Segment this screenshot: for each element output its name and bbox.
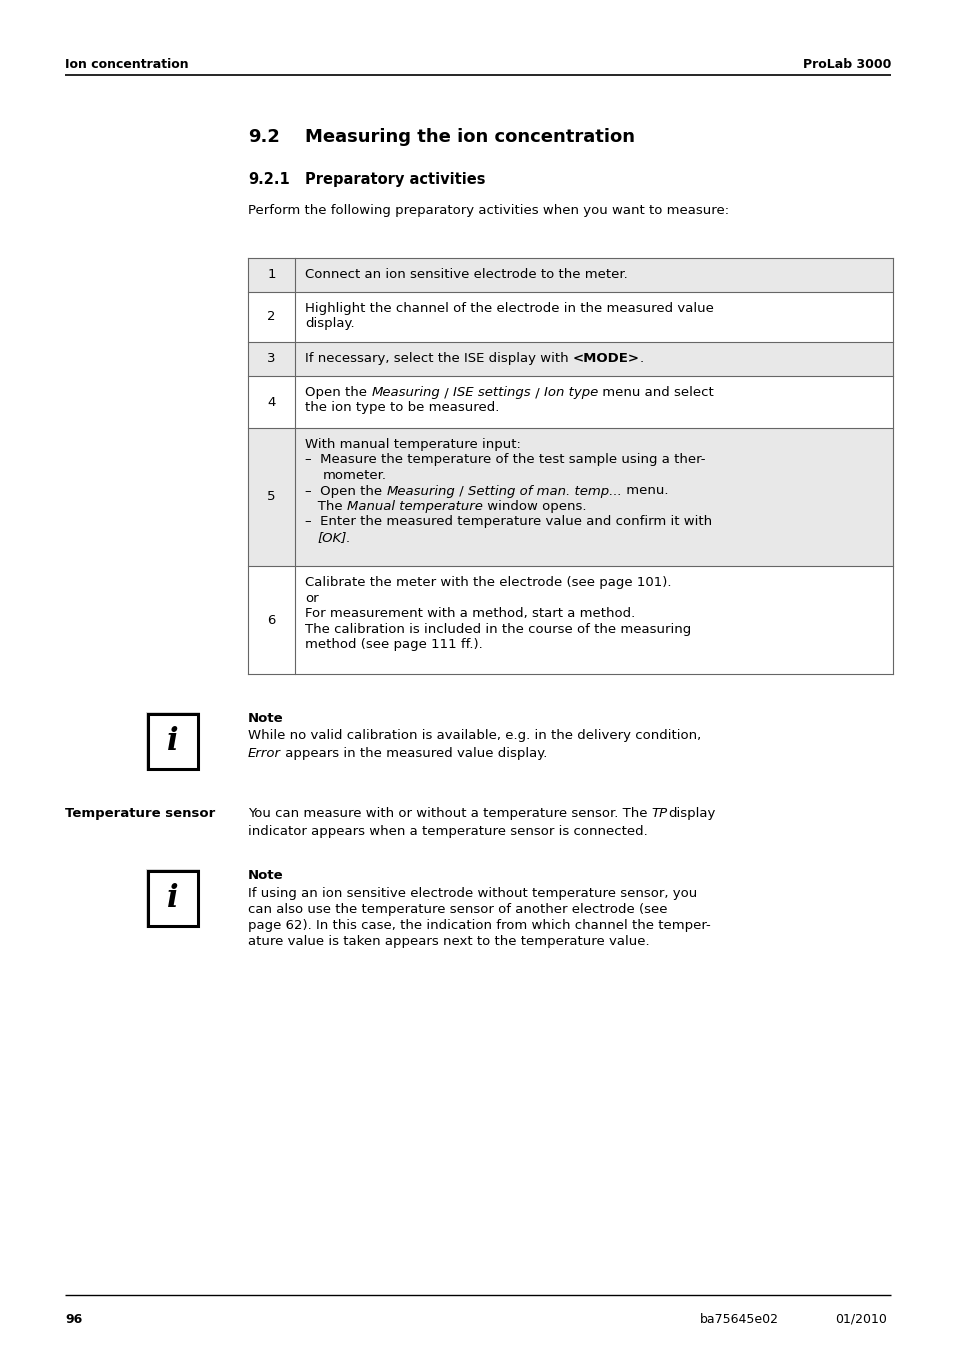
Text: i: i (167, 884, 178, 915)
Text: [OK].: [OK]. (317, 531, 351, 544)
Text: page 62). In this case, the indication from which channel the temper-: page 62). In this case, the indication f… (248, 919, 710, 931)
Text: 4: 4 (267, 396, 275, 408)
Text: Note: Note (248, 712, 283, 725)
Text: Highlight the channel of the electrode in the measured value: Highlight the channel of the electrode i… (305, 303, 713, 315)
Text: ature value is taken appears next to the temperature value.: ature value is taken appears next to the… (248, 935, 649, 947)
Text: 3: 3 (267, 353, 275, 366)
Text: ProLab 3000: ProLab 3000 (801, 58, 890, 72)
Text: can also use the temperature sensor of another electrode (see: can also use the temperature sensor of a… (248, 902, 667, 916)
Text: 6: 6 (267, 613, 275, 627)
Text: menu and select: menu and select (598, 386, 713, 399)
Text: 01/2010: 01/2010 (834, 1313, 886, 1325)
Text: display: display (667, 807, 715, 820)
Text: While no valid calibration is available, e.g. in the delivery condition,: While no valid calibration is available,… (248, 730, 700, 743)
Text: ba75645e02: ba75645e02 (700, 1313, 779, 1325)
Bar (148, 713, 198, 769)
Text: Error: Error (248, 747, 281, 761)
Text: /: / (439, 386, 453, 399)
Text: .: . (639, 353, 643, 365)
Text: TP: TP (651, 807, 667, 820)
Text: If necessary, select the ISE display with: If necessary, select the ISE display wit… (305, 353, 572, 365)
Text: indicator appears when a temperature sensor is connected.: indicator appears when a temperature sen… (248, 824, 647, 838)
Text: 5: 5 (267, 490, 275, 504)
Text: /: / (530, 386, 543, 399)
Text: For measurement with a method, start a method.: For measurement with a method, start a m… (305, 607, 635, 620)
Text: Preparatory activities: Preparatory activities (305, 172, 485, 186)
Text: The calibration is included in the course of the measuring: The calibration is included in the cours… (305, 623, 691, 635)
Text: Ion type: Ion type (543, 386, 598, 399)
Text: Calibrate the meter with the electrode (see page 101).: Calibrate the meter with the electrode (… (305, 576, 671, 589)
Text: /: / (455, 485, 468, 497)
Text: Measuring: Measuring (371, 386, 439, 399)
Text: Temperature sensor: Temperature sensor (65, 807, 215, 820)
Text: <MODE>: <MODE> (572, 353, 639, 365)
Text: 9.2: 9.2 (248, 128, 279, 146)
Bar (248, 258, 892, 292)
Text: –  Open the: – Open the (305, 485, 386, 497)
Text: If using an ion sensitive electrode without temperature sensor, you: If using an ion sensitive electrode with… (248, 886, 697, 900)
Text: i: i (167, 725, 178, 757)
Text: Connect an ion sensitive electrode to the meter.: Connect an ion sensitive electrode to th… (305, 267, 627, 281)
Text: 96: 96 (65, 1313, 82, 1325)
Text: –  Enter the measured temperature value and confirm it with: – Enter the measured temperature value a… (305, 516, 711, 528)
Text: 2: 2 (267, 311, 275, 323)
Text: Note: Note (248, 869, 283, 882)
Text: Setting of man. temp...: Setting of man. temp... (468, 485, 621, 497)
Text: or: or (305, 592, 318, 604)
Text: Open the: Open the (305, 386, 371, 399)
Text: The: The (305, 500, 347, 513)
Bar (248, 342, 892, 376)
Bar (148, 871, 198, 925)
Text: display.: display. (305, 317, 355, 331)
Text: method (see page 111 ff.).: method (see page 111 ff.). (305, 638, 482, 651)
Text: With manual temperature input:: With manual temperature input: (305, 438, 520, 451)
Text: ISE settings: ISE settings (453, 386, 530, 399)
Text: appears in the measured value display.: appears in the measured value display. (281, 747, 547, 761)
Text: Measuring the ion concentration: Measuring the ion concentration (305, 128, 635, 146)
Text: Ion concentration: Ion concentration (65, 58, 189, 72)
Text: menu.: menu. (621, 485, 668, 497)
Text: You can measure with or without a temperature sensor. The: You can measure with or without a temper… (248, 807, 651, 820)
Bar (146, 712, 200, 771)
Text: window opens.: window opens. (482, 500, 586, 513)
Bar (146, 869, 200, 928)
Text: Measuring: Measuring (386, 485, 455, 497)
Text: 1: 1 (267, 269, 275, 281)
Bar (248, 428, 892, 566)
Text: the ion type to be measured.: the ion type to be measured. (305, 401, 498, 415)
Text: Manual temperature: Manual temperature (347, 500, 482, 513)
Text: Perform the following preparatory activities when you want to measure:: Perform the following preparatory activi… (248, 204, 728, 218)
Text: 9.2.1: 9.2.1 (248, 172, 290, 186)
Text: –  Measure the temperature of the test sample using a ther-: – Measure the temperature of the test sa… (305, 454, 705, 466)
Text: mometer.: mometer. (323, 469, 387, 482)
